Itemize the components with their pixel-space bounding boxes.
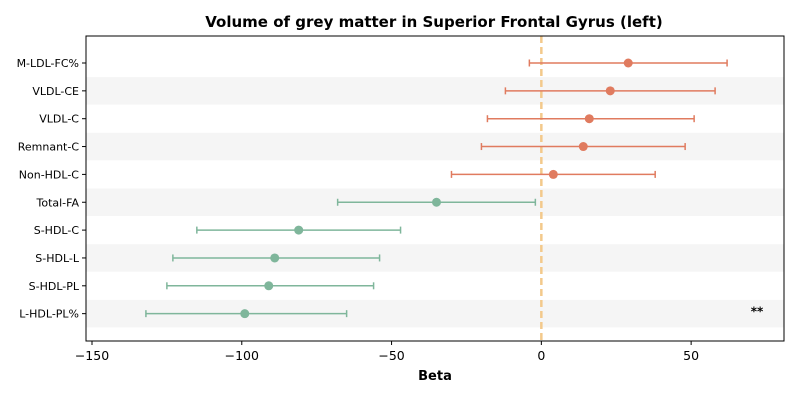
y-tick-label: Total-FA	[35, 196, 79, 209]
plot-frame	[85, 35, 785, 342]
row-non-hdl-c	[450, 169, 656, 179]
x-axis: −150 −100 −50 0 50	[75, 341, 699, 363]
point-estimate	[264, 281, 274, 291]
point-estimate	[431, 197, 441, 207]
y-tick-label: M-LDL-FC%	[17, 57, 79, 70]
point-estimate	[584, 114, 594, 124]
y-axis-labels: M-LDL-FC% VLDL-CE VLDL-C Remnant-C Non-HDL-C…	[17, 57, 86, 321]
y-tick-label: VLDL-CE	[32, 85, 79, 98]
row-vldl-ce	[504, 86, 716, 96]
row-total-fa	[336, 197, 537, 207]
x-tick-label: −100	[225, 348, 259, 363]
row-s-hdl-pl	[166, 281, 375, 291]
x-axis-label: Beta	[418, 369, 452, 384]
y-tick-label: L-HDL-PL%	[19, 308, 79, 321]
row-s-hdl-l	[172, 253, 381, 263]
data-marks: **	[145, 58, 764, 319]
point-estimate	[294, 225, 304, 235]
x-tick-label: 0	[537, 348, 545, 363]
y-tick-label: S-HDL-L	[35, 252, 80, 265]
y-tick-label: Remnant-C	[18, 141, 80, 154]
significance-annotation: **	[751, 305, 764, 319]
y-tick-label: VLDL-C	[39, 113, 79, 126]
point-estimate	[623, 58, 633, 68]
row-remnant-c	[480, 142, 686, 152]
y-tick-label: Non-HDL-C	[19, 168, 80, 181]
x-tick-label: −50	[378, 348, 404, 363]
row-vldl-c	[486, 114, 695, 124]
y-tick-label: S-HDL-PL	[29, 280, 80, 293]
row-l-hdl-pl-	[145, 309, 348, 319]
point-estimate	[240, 309, 250, 319]
x-tick-label: −150	[75, 348, 109, 363]
row-m-ldl-fc-	[528, 58, 728, 68]
chart-title: Volume of grey matter in Superior Fronta…	[205, 13, 662, 31]
point-estimate	[548, 169, 558, 179]
point-estimate	[578, 142, 588, 152]
row-s-hdl-c	[196, 225, 402, 235]
x-tick-label: 50	[683, 348, 699, 363]
y-tick-label: S-HDL-C	[34, 224, 80, 237]
point-estimate	[605, 86, 615, 96]
point-estimate	[270, 253, 280, 263]
